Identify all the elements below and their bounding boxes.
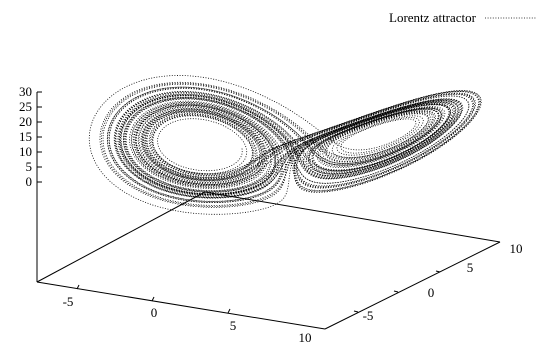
y-tick-label: 10 [510, 241, 523, 256]
z-tick-label: 20 [19, 114, 32, 129]
z-tick-label: 0 [26, 174, 33, 189]
y-tick [435, 270, 441, 273]
base-back-axis [204, 191, 501, 243]
x-tick-label: -5 [63, 294, 74, 309]
legend-label: Lorentz attractor [389, 10, 477, 25]
y-tick [353, 310, 359, 313]
base-left-axis [36, 191, 206, 283]
x-tick [151, 296, 155, 302]
z-tick-label: 10 [19, 144, 32, 159]
attractor-curve [88, 74, 482, 215]
x-tick [227, 308, 231, 314]
x-tick-label: 0 [151, 305, 158, 320]
x-tick-label: 10 [299, 330, 312, 345]
z-tick-label: 5 [26, 159, 33, 174]
z-tick-label: 30 [19, 84, 32, 99]
x-tick [76, 284, 80, 290]
y-tick [393, 290, 399, 293]
z-tick-label: 15 [19, 129, 32, 144]
z-tick-label: 25 [19, 99, 32, 114]
legend: Lorentz attractor [389, 10, 536, 25]
y-tick-label: -5 [363, 308, 374, 323]
attractor-series [88, 74, 482, 215]
y-tick-label: 0 [428, 285, 435, 300]
y-tick-label: 5 [467, 260, 474, 275]
x-tick-label: 5 [230, 318, 237, 333]
base-y-axis [324, 241, 501, 330]
base-x-axis [36, 281, 326, 330]
axes [36, 92, 501, 330]
